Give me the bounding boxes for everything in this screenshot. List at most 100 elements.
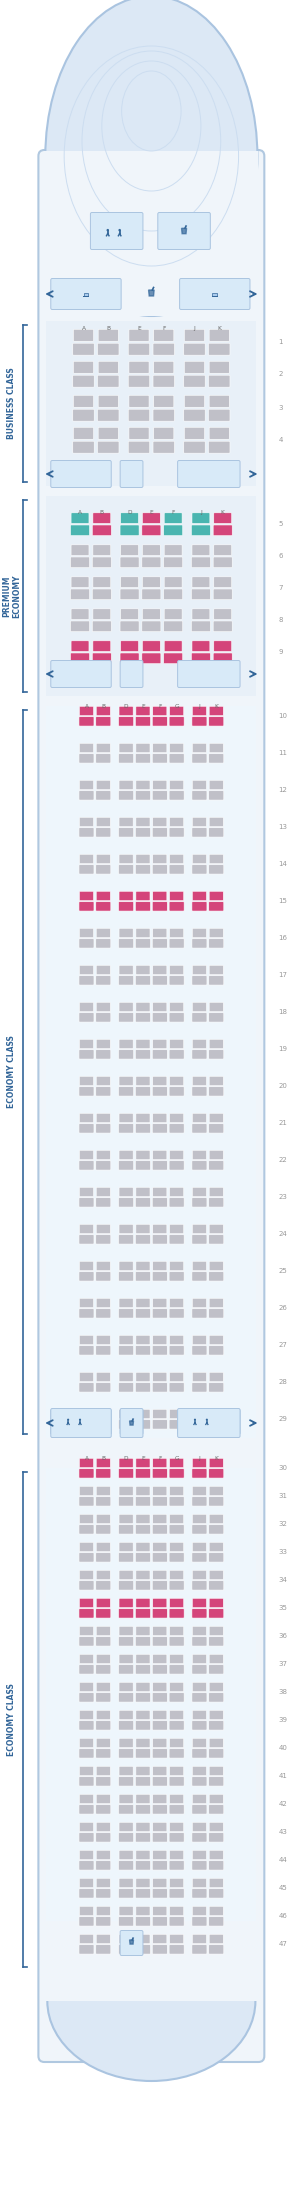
FancyBboxPatch shape bbox=[192, 1272, 207, 1281]
FancyBboxPatch shape bbox=[153, 376, 175, 387]
FancyBboxPatch shape bbox=[169, 1637, 184, 1646]
FancyBboxPatch shape bbox=[79, 1777, 94, 1786]
FancyBboxPatch shape bbox=[118, 1198, 134, 1207]
FancyBboxPatch shape bbox=[152, 1637, 167, 1646]
FancyBboxPatch shape bbox=[153, 1849, 167, 1860]
FancyBboxPatch shape bbox=[153, 1038, 167, 1049]
FancyBboxPatch shape bbox=[80, 1598, 94, 1607]
FancyBboxPatch shape bbox=[79, 754, 94, 763]
FancyBboxPatch shape bbox=[79, 1666, 94, 1674]
FancyBboxPatch shape bbox=[169, 1187, 184, 1196]
FancyBboxPatch shape bbox=[79, 1012, 94, 1023]
FancyBboxPatch shape bbox=[136, 1823, 150, 1832]
FancyBboxPatch shape bbox=[192, 1124, 207, 1132]
FancyBboxPatch shape bbox=[119, 892, 133, 901]
FancyBboxPatch shape bbox=[169, 1738, 184, 1747]
FancyBboxPatch shape bbox=[169, 1849, 184, 1860]
FancyBboxPatch shape bbox=[119, 743, 133, 752]
FancyBboxPatch shape bbox=[120, 660, 143, 689]
Text: PREMIUM
ECONOMY: PREMIUM ECONOMY bbox=[2, 575, 21, 619]
FancyBboxPatch shape bbox=[135, 1235, 151, 1244]
Text: A: A bbox=[82, 326, 86, 332]
FancyBboxPatch shape bbox=[154, 426, 174, 439]
FancyBboxPatch shape bbox=[119, 1298, 133, 1307]
FancyBboxPatch shape bbox=[135, 1552, 151, 1563]
Bar bbox=[84, 293, 88, 295]
FancyBboxPatch shape bbox=[153, 1410, 167, 1419]
FancyBboxPatch shape bbox=[192, 1187, 206, 1196]
FancyBboxPatch shape bbox=[169, 1076, 184, 1086]
FancyBboxPatch shape bbox=[79, 1469, 94, 1478]
Text: 14: 14 bbox=[278, 861, 287, 868]
Ellipse shape bbox=[45, 0, 257, 317]
FancyBboxPatch shape bbox=[80, 1655, 94, 1664]
FancyBboxPatch shape bbox=[80, 966, 94, 975]
FancyBboxPatch shape bbox=[135, 903, 151, 912]
FancyBboxPatch shape bbox=[80, 1336, 94, 1344]
FancyBboxPatch shape bbox=[192, 1806, 207, 1814]
FancyBboxPatch shape bbox=[192, 975, 207, 986]
FancyBboxPatch shape bbox=[152, 1889, 167, 1897]
FancyBboxPatch shape bbox=[152, 1749, 167, 1758]
FancyBboxPatch shape bbox=[96, 1720, 111, 1729]
FancyBboxPatch shape bbox=[136, 1626, 150, 1635]
FancyBboxPatch shape bbox=[129, 330, 149, 341]
Text: 47: 47 bbox=[278, 1941, 287, 1948]
Text: G: G bbox=[174, 704, 179, 708]
FancyBboxPatch shape bbox=[136, 1709, 150, 1720]
FancyBboxPatch shape bbox=[79, 1552, 94, 1563]
FancyBboxPatch shape bbox=[79, 1860, 94, 1869]
FancyBboxPatch shape bbox=[209, 1917, 224, 1926]
FancyBboxPatch shape bbox=[209, 1486, 223, 1495]
FancyBboxPatch shape bbox=[96, 1832, 111, 1843]
FancyBboxPatch shape bbox=[136, 1849, 150, 1860]
FancyBboxPatch shape bbox=[169, 1749, 184, 1758]
FancyBboxPatch shape bbox=[209, 706, 223, 715]
FancyBboxPatch shape bbox=[128, 409, 150, 422]
FancyBboxPatch shape bbox=[169, 1469, 184, 1478]
FancyBboxPatch shape bbox=[96, 1347, 111, 1355]
FancyBboxPatch shape bbox=[79, 1889, 94, 1897]
FancyBboxPatch shape bbox=[169, 1373, 184, 1382]
Text: 4: 4 bbox=[278, 437, 283, 444]
FancyBboxPatch shape bbox=[96, 1692, 111, 1703]
FancyBboxPatch shape bbox=[71, 608, 89, 619]
FancyBboxPatch shape bbox=[209, 426, 229, 439]
FancyBboxPatch shape bbox=[96, 1076, 110, 1086]
Text: J: J bbox=[199, 704, 200, 708]
FancyBboxPatch shape bbox=[96, 1580, 111, 1589]
FancyBboxPatch shape bbox=[119, 1626, 133, 1635]
FancyBboxPatch shape bbox=[192, 1336, 206, 1344]
FancyBboxPatch shape bbox=[164, 608, 182, 619]
FancyBboxPatch shape bbox=[209, 1298, 223, 1307]
FancyBboxPatch shape bbox=[169, 791, 184, 800]
FancyBboxPatch shape bbox=[152, 754, 167, 763]
FancyBboxPatch shape bbox=[118, 1161, 134, 1170]
FancyBboxPatch shape bbox=[136, 1003, 150, 1012]
FancyBboxPatch shape bbox=[120, 621, 139, 632]
FancyBboxPatch shape bbox=[135, 1347, 151, 1355]
FancyBboxPatch shape bbox=[169, 1720, 184, 1729]
FancyBboxPatch shape bbox=[79, 903, 94, 912]
FancyBboxPatch shape bbox=[136, 780, 150, 789]
FancyBboxPatch shape bbox=[152, 828, 167, 837]
FancyBboxPatch shape bbox=[119, 1543, 133, 1552]
FancyBboxPatch shape bbox=[119, 1795, 133, 1803]
FancyBboxPatch shape bbox=[92, 557, 111, 568]
FancyBboxPatch shape bbox=[169, 1709, 184, 1720]
FancyBboxPatch shape bbox=[152, 1860, 167, 1869]
FancyBboxPatch shape bbox=[80, 1486, 94, 1495]
FancyBboxPatch shape bbox=[178, 461, 240, 487]
FancyBboxPatch shape bbox=[192, 1458, 206, 1467]
Bar bbox=[46, 321, 256, 485]
Text: J: J bbox=[199, 1456, 200, 1460]
FancyBboxPatch shape bbox=[79, 791, 94, 800]
FancyBboxPatch shape bbox=[118, 938, 134, 949]
FancyBboxPatch shape bbox=[152, 1946, 167, 1954]
FancyBboxPatch shape bbox=[118, 1609, 134, 1618]
FancyBboxPatch shape bbox=[80, 1261, 94, 1270]
FancyBboxPatch shape bbox=[80, 1906, 94, 1915]
FancyBboxPatch shape bbox=[152, 1692, 167, 1703]
FancyBboxPatch shape bbox=[153, 892, 167, 901]
FancyBboxPatch shape bbox=[96, 855, 110, 863]
